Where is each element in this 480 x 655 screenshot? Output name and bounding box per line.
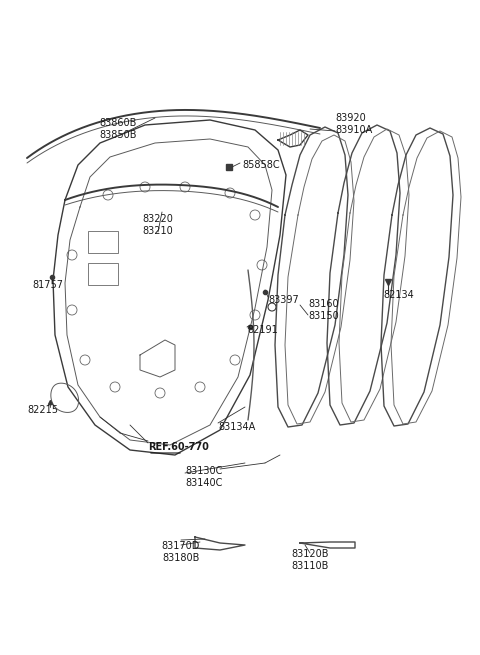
Text: 83120B
83110B: 83120B 83110B	[291, 549, 329, 571]
Text: 83860B
83850B: 83860B 83850B	[99, 118, 137, 140]
Text: 83160
83150: 83160 83150	[308, 299, 339, 321]
Bar	[88, 231, 118, 253]
Text: 83397: 83397	[268, 295, 299, 305]
Text: 83130C
83140C: 83130C 83140C	[185, 466, 222, 488]
Text: 83170D
83180B: 83170D 83180B	[162, 541, 200, 563]
Text: 83920
83910A: 83920 83910A	[335, 113, 372, 135]
Text: 82215: 82215	[27, 405, 58, 415]
Text: 82134: 82134	[383, 290, 414, 300]
Text: 82191: 82191	[247, 325, 278, 335]
Text: 83220
83210: 83220 83210	[143, 214, 173, 236]
Bar	[88, 263, 118, 285]
Text: 85858C: 85858C	[242, 160, 280, 170]
Text: REF.60-770: REF.60-770	[148, 442, 209, 452]
Text: 83134A: 83134A	[218, 422, 255, 432]
Text: 81757: 81757	[32, 280, 63, 290]
